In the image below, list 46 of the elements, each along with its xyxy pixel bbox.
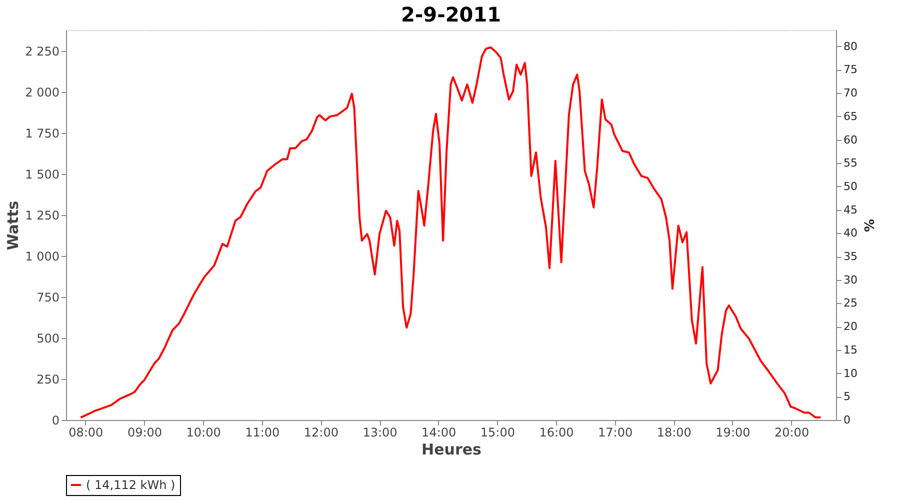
y2-tick-label: 30 — [844, 273, 858, 286]
y-axis-title: Watts — [4, 200, 22, 250]
x-tick-label: 15:00 — [480, 426, 515, 440]
y2-tick-label: 5 — [844, 390, 850, 404]
y2-tick-label: 70 — [844, 86, 858, 100]
x-tick-label: 20:00 — [774, 426, 810, 440]
y2-tick-label: 55 — [844, 156, 858, 170]
y-tick-label: 500 — [36, 332, 60, 346]
x-tick-label: 17:00 — [598, 426, 633, 440]
y-tick-label: 1 500 — [25, 167, 60, 182]
y2-tick-label: 40 — [844, 226, 858, 240]
y2-tick-label: 15 — [844, 343, 858, 356]
y2-tick-label: 10 — [844, 366, 858, 380]
x-tick-label: 16:00 — [539, 426, 574, 440]
y-tick-label: 1 750 — [25, 126, 60, 140]
y-tick-label: 250 — [36, 372, 60, 386]
y-tick-label: 2 250 — [25, 44, 60, 58]
y2-tick-label: 65 — [844, 110, 858, 123]
x-axis-title: Heures — [422, 440, 482, 458]
x-tick-label: 14:00 — [422, 426, 456, 440]
line-series — [80, 46, 822, 419]
x-tick-label: 19:00 — [716, 426, 750, 440]
y2-tick-label: 25 — [844, 296, 858, 310]
y2-tick-label: 20 — [844, 320, 858, 334]
x-tick-label: 10:00 — [186, 426, 221, 440]
y-tick-label: 0 — [52, 414, 60, 428]
y2-axis-title: % — [860, 218, 876, 232]
y-tick-label: 2 000 — [25, 85, 60, 100]
y2-tick-label: 75 — [844, 63, 858, 76]
legend-label: ( 14,112 kWh ) — [86, 478, 176, 492]
y2-tick-label: 45 — [844, 203, 858, 216]
y2-tick-label: 35 — [844, 250, 858, 264]
y2-tick-label: 80 — [844, 40, 858, 53]
x-tick-label: 11:00 — [245, 426, 280, 440]
y2-tick-label: 50 — [844, 180, 858, 193]
x-tick-label: 09:00 — [127, 426, 162, 440]
x-tick-label: 12:00 — [304, 426, 339, 440]
y-tick-label: 1 000 — [25, 249, 60, 264]
y2-tick-label: 0 — [844, 414, 850, 426]
chart-title: 2-9-2011 — [400, 2, 502, 26]
x-tick-label: 08:00 — [68, 426, 104, 440]
x-tick-label: 13:00 — [362, 426, 398, 440]
y-tick-label: 1 250 — [25, 208, 60, 222]
y-tick-label: 750 — [36, 290, 60, 304]
x-tick-label: 18:00 — [656, 426, 692, 440]
y2-tick-label: 60 — [844, 133, 858, 146]
